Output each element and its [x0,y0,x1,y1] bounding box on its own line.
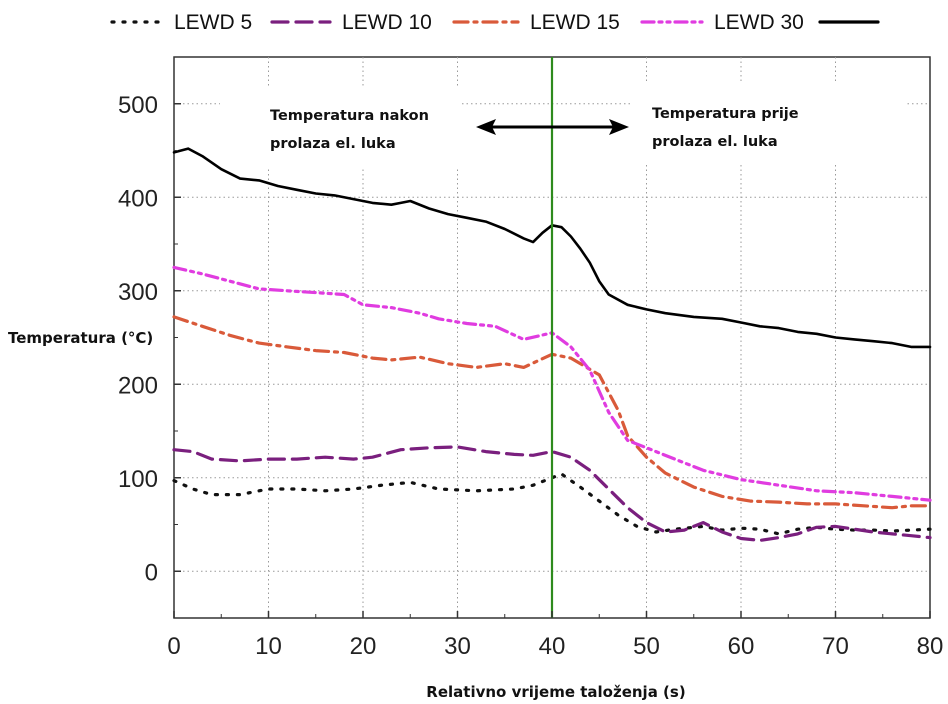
legend-label: LEWD 5 [174,11,252,34]
annotation-right-line: prolaza el. luka [652,134,778,150]
y-tick-label: 300 [118,279,158,306]
annotation-right-line: Temperatura prije [652,106,799,122]
arrow-head-left [476,119,496,135]
y-tick-label: 400 [118,185,158,212]
y-tick-label: 100 [118,466,158,493]
x-tick-label: 0 [167,633,180,660]
x-tick-label: 30 [444,633,471,660]
x-tick-label: 20 [350,633,377,660]
annotation-right-box [632,82,907,164]
x-tick-label: 40 [539,633,566,660]
y-tick-label: 500 [118,92,158,119]
x-axis-title: Relativno vrijeme taloženja (s) [426,683,685,701]
series-line-3 [172,315,932,510]
annotation-left-box [220,87,460,167]
series-line-5 [172,147,932,349]
series-layer [172,147,932,542]
x-tick-label: 70 [822,633,849,660]
x-tick-label: 60 [728,633,755,660]
legend-label: LEWD 10 [342,11,432,34]
legend-label: LEWD 15 [530,11,620,34]
series-line-4 [172,265,932,502]
legend: LEWD 5 LEWD 10 LEWD 15 LEWD 30 [110,11,880,34]
series-line-1 [172,472,932,536]
x-tick-label: 80 [917,633,944,660]
annotation-layer: Temperatura nakon prolaza el. luka Tempera… [270,106,799,152]
annotation-left-line: prolaza el. luka [270,136,396,152]
legend-label: LEWD 30 [714,11,804,34]
series-line-2 [172,445,932,542]
annotation-left-line: Temperatura nakon [270,108,429,124]
y-axis-title: Temperatura (°C) [8,329,153,347]
x-tick-label: 50 [633,633,660,660]
x-tick-label: 10 [255,633,282,660]
arrow-head-right [609,119,629,135]
y-tick-label: 200 [118,372,158,399]
y-tick-label: 0 [145,559,158,586]
axes-layer: 0 10 20 30 40 50 60 70 80 0 100 200 300 400 500 [118,56,944,660]
